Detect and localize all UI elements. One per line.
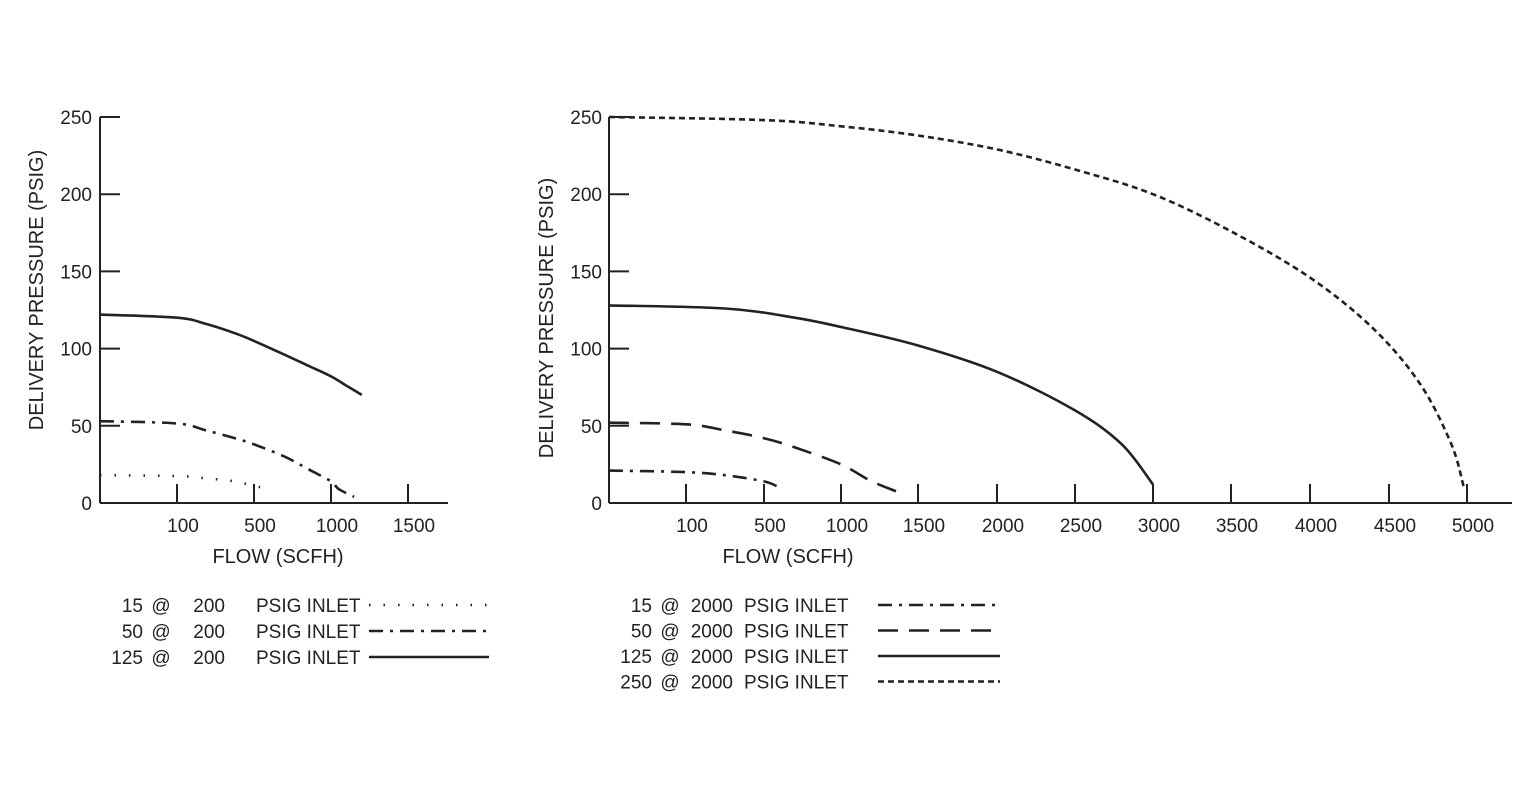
y-tick-label: 100	[570, 340, 602, 361]
legend-at: @	[151, 648, 170, 669]
legend-entry: 250 @2000 PSIG INLET	[620, 673, 1000, 694]
legend: 15 @2000 PSIG INLET 50 @2000 PSIG INLET 125 @20…	[620, 596, 1000, 694]
y-tick-label: 250	[60, 108, 92, 129]
legend-unit: PSIG INLET	[744, 647, 849, 668]
y-tick-label: 250	[570, 108, 602, 129]
legend-entry: 50 @200 PSIG INLET	[122, 622, 489, 643]
x-tick-label: 500	[754, 516, 786, 537]
series-line-50-psig	[99, 419, 355, 498]
x-tick-label: 2500	[1060, 516, 1102, 537]
x-tick-label: 100	[676, 516, 708, 537]
y-tick-label: 150	[60, 262, 92, 283]
x-tick-label: 1500	[393, 516, 435, 537]
x-tick-label: 4500	[1374, 516, 1416, 537]
legend-at: @	[660, 596, 679, 617]
legend-inlet: 2000	[691, 647, 733, 668]
legend-at: @	[151, 596, 170, 617]
legend-value: 50	[631, 622, 652, 643]
series-line-15-psig	[608, 469, 780, 489]
y-tick-label: 50	[581, 417, 602, 438]
legend-value: 15	[631, 596, 652, 617]
legend-unit: PSIG INLET	[256, 622, 361, 643]
x-tick-label: 4000	[1295, 516, 1337, 537]
legend-unit: PSIG INLET	[256, 648, 361, 669]
x-tick-label: 1000	[316, 516, 358, 537]
legend-entry: 50 @2000 PSIG INLET	[631, 622, 1000, 643]
legend-at: @	[151, 622, 170, 643]
legend-inlet: 200	[193, 648, 225, 669]
series-line-250-psig	[608, 115, 1466, 488]
legend-at: @	[660, 622, 679, 643]
legend-value: 125	[620, 647, 652, 668]
legend-at: @	[660, 647, 679, 668]
legend-inlet: 200	[193, 622, 225, 643]
legend-entry: 15 @200 PSIG INLET	[122, 596, 489, 617]
legend-inlet: 2000	[691, 622, 733, 643]
x-tick-label: 500	[244, 516, 276, 537]
x-tick-label: 2000	[982, 516, 1024, 537]
x-tick-label: 5000	[1452, 516, 1494, 537]
legend-unit: PSIG INLET	[744, 622, 849, 643]
series-line-125-psig	[99, 313, 363, 397]
legend-value: 15	[122, 596, 143, 617]
legend-unit: PSIG INLET	[256, 596, 361, 617]
y-tick-label: 200	[60, 185, 92, 206]
x-axis-title: FLOW (SCFH)	[722, 546, 853, 568]
legend-entry: 125 @200 PSIG INLET	[111, 648, 489, 669]
y-axis-title: DELIVERY PRESSURE (PSIG)	[536, 178, 558, 458]
legend-entry: 15 @2000 PSIG INLET	[631, 596, 1000, 617]
legend-inlet: 2000	[691, 596, 733, 617]
legend-inlet: 2000	[691, 673, 733, 694]
x-tick-label: 1500	[903, 516, 945, 537]
series-line-50-psig	[608, 421, 904, 495]
legend-value: 125	[111, 648, 143, 669]
legend: 15 @200 PSIG INLET 50 @200 PSIG INLET 125 @200 P…	[111, 596, 489, 669]
legend-entry: 125 @2000 PSIG INLET	[620, 647, 1000, 668]
y-tick-label: 0	[81, 494, 92, 515]
y-tick-label: 150	[570, 262, 602, 283]
y-tick-label: 100	[60, 340, 92, 361]
x-axis-title: FLOW (SCFH)	[212, 546, 343, 568]
x-tick-label: 3500	[1216, 516, 1258, 537]
x-tick-label: 100	[167, 516, 199, 537]
legend-at: @	[660, 673, 679, 694]
legend-value: 250	[620, 673, 652, 694]
y-tick-label: 50	[71, 417, 92, 438]
legend-value: 50	[122, 622, 143, 643]
x-tick-label: 3000	[1138, 516, 1180, 537]
x-tick-label: 1000	[826, 516, 868, 537]
legend-unit: PSIG INLET	[744, 596, 849, 617]
y-axis-title: DELIVERY PRESSURE (PSIG)	[26, 150, 48, 430]
chart-2: 0 50 100 150 200 250 100 500 1000 1500 2000 2500 300…	[536, 108, 1512, 694]
y-tick-label: 0	[591, 494, 602, 515]
y-tick-label: 200	[570, 185, 602, 206]
series-line-15-psig	[99, 473, 264, 489]
legend-inlet: 200	[193, 596, 225, 617]
series-line-125-psig	[608, 304, 1155, 486]
legend-unit: PSIG INLET	[744, 673, 849, 694]
chart-1: 0 50 100 150 200 250 100 500 1000 1500 FLOW (SCFH)…	[26, 108, 489, 669]
